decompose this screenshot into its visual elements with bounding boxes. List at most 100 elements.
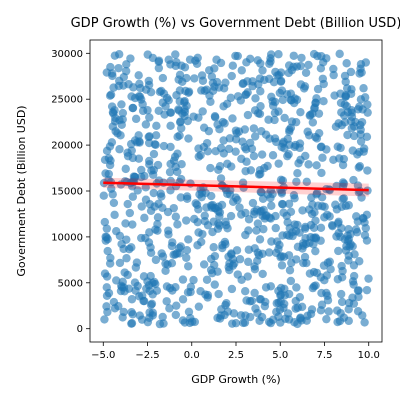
data-point — [101, 218, 109, 226]
data-point — [297, 62, 305, 70]
data-point — [357, 95, 365, 103]
data-point — [146, 243, 154, 251]
data-point — [100, 315, 108, 323]
data-point — [249, 199, 257, 207]
data-point — [274, 50, 282, 58]
data-point — [136, 93, 144, 101]
data-point — [320, 276, 328, 284]
data-point — [334, 275, 342, 283]
data-point — [184, 89, 192, 97]
data-point — [242, 58, 250, 66]
data-point — [150, 189, 158, 197]
data-point — [166, 160, 174, 168]
data-point — [362, 224, 370, 232]
data-point — [302, 259, 310, 267]
data-point — [311, 216, 319, 224]
data-point — [104, 235, 112, 243]
data-point — [202, 85, 210, 93]
data-point — [142, 86, 150, 94]
data-point — [233, 196, 241, 204]
data-point — [137, 234, 145, 242]
data-point — [288, 117, 296, 125]
data-point — [349, 280, 357, 288]
data-point — [339, 161, 347, 169]
data-point — [159, 98, 167, 106]
data-point — [134, 131, 142, 139]
data-point — [170, 204, 178, 212]
data-point — [349, 176, 357, 184]
data-point — [124, 200, 132, 208]
data-point — [243, 77, 251, 85]
data-point — [256, 59, 264, 67]
data-point — [318, 202, 326, 210]
data-point — [363, 286, 371, 294]
data-point — [125, 245, 133, 253]
data-point — [272, 224, 280, 232]
data-point — [105, 289, 113, 297]
data-point — [166, 122, 174, 130]
data-point — [352, 225, 360, 233]
data-point — [247, 166, 255, 174]
data-point — [279, 208, 287, 216]
data-point — [152, 256, 160, 264]
data-point — [361, 231, 369, 239]
data-point — [264, 116, 272, 124]
data-point — [121, 219, 129, 227]
data-point — [221, 301, 229, 309]
data-point — [280, 144, 288, 152]
data-point — [227, 162, 235, 170]
data-point — [168, 286, 176, 294]
data-point — [200, 260, 208, 268]
data-point — [297, 54, 305, 62]
data-point — [334, 247, 342, 255]
data-point — [234, 92, 242, 100]
data-point — [274, 159, 282, 167]
data-point — [142, 195, 150, 203]
data-point — [149, 171, 157, 179]
data-point — [267, 214, 275, 222]
data-point — [168, 259, 176, 267]
data-point — [303, 316, 311, 324]
data-point — [117, 100, 125, 108]
x-tick-label: 10.0 — [358, 350, 380, 361]
y-tick-label: 10000 — [51, 232, 83, 243]
data-point — [312, 161, 320, 169]
data-point — [201, 217, 209, 225]
data-point — [258, 270, 266, 278]
data-point — [218, 201, 226, 209]
data-point — [341, 92, 349, 100]
data-point — [182, 254, 190, 262]
data-point — [224, 253, 232, 261]
data-point — [129, 310, 137, 318]
x-tick-label: 5.0 — [272, 350, 288, 361]
data-point — [115, 145, 123, 153]
data-point — [336, 144, 344, 152]
data-point — [211, 252, 219, 260]
data-point — [205, 127, 213, 135]
data-point — [364, 274, 372, 282]
data-point — [297, 80, 305, 88]
data-point — [256, 170, 264, 178]
data-point — [266, 194, 274, 202]
data-point — [274, 107, 282, 115]
data-point — [103, 308, 111, 316]
data-point — [177, 160, 185, 168]
data-point — [238, 66, 246, 74]
data-point — [105, 154, 113, 162]
data-point — [256, 110, 264, 118]
data-point — [317, 289, 325, 297]
data-point — [155, 64, 163, 72]
data-point — [184, 117, 192, 125]
data-point — [142, 120, 150, 128]
data-point — [111, 304, 119, 312]
data-point — [190, 215, 198, 223]
data-point — [154, 161, 162, 169]
data-point — [206, 98, 214, 106]
data-point — [355, 257, 363, 265]
data-point — [203, 276, 211, 284]
x-tick-label: −5.0 — [91, 350, 115, 361]
data-point — [140, 214, 148, 222]
data-point — [103, 272, 111, 280]
data-point — [182, 216, 190, 224]
y-tick-label: 0 — [77, 324, 83, 335]
